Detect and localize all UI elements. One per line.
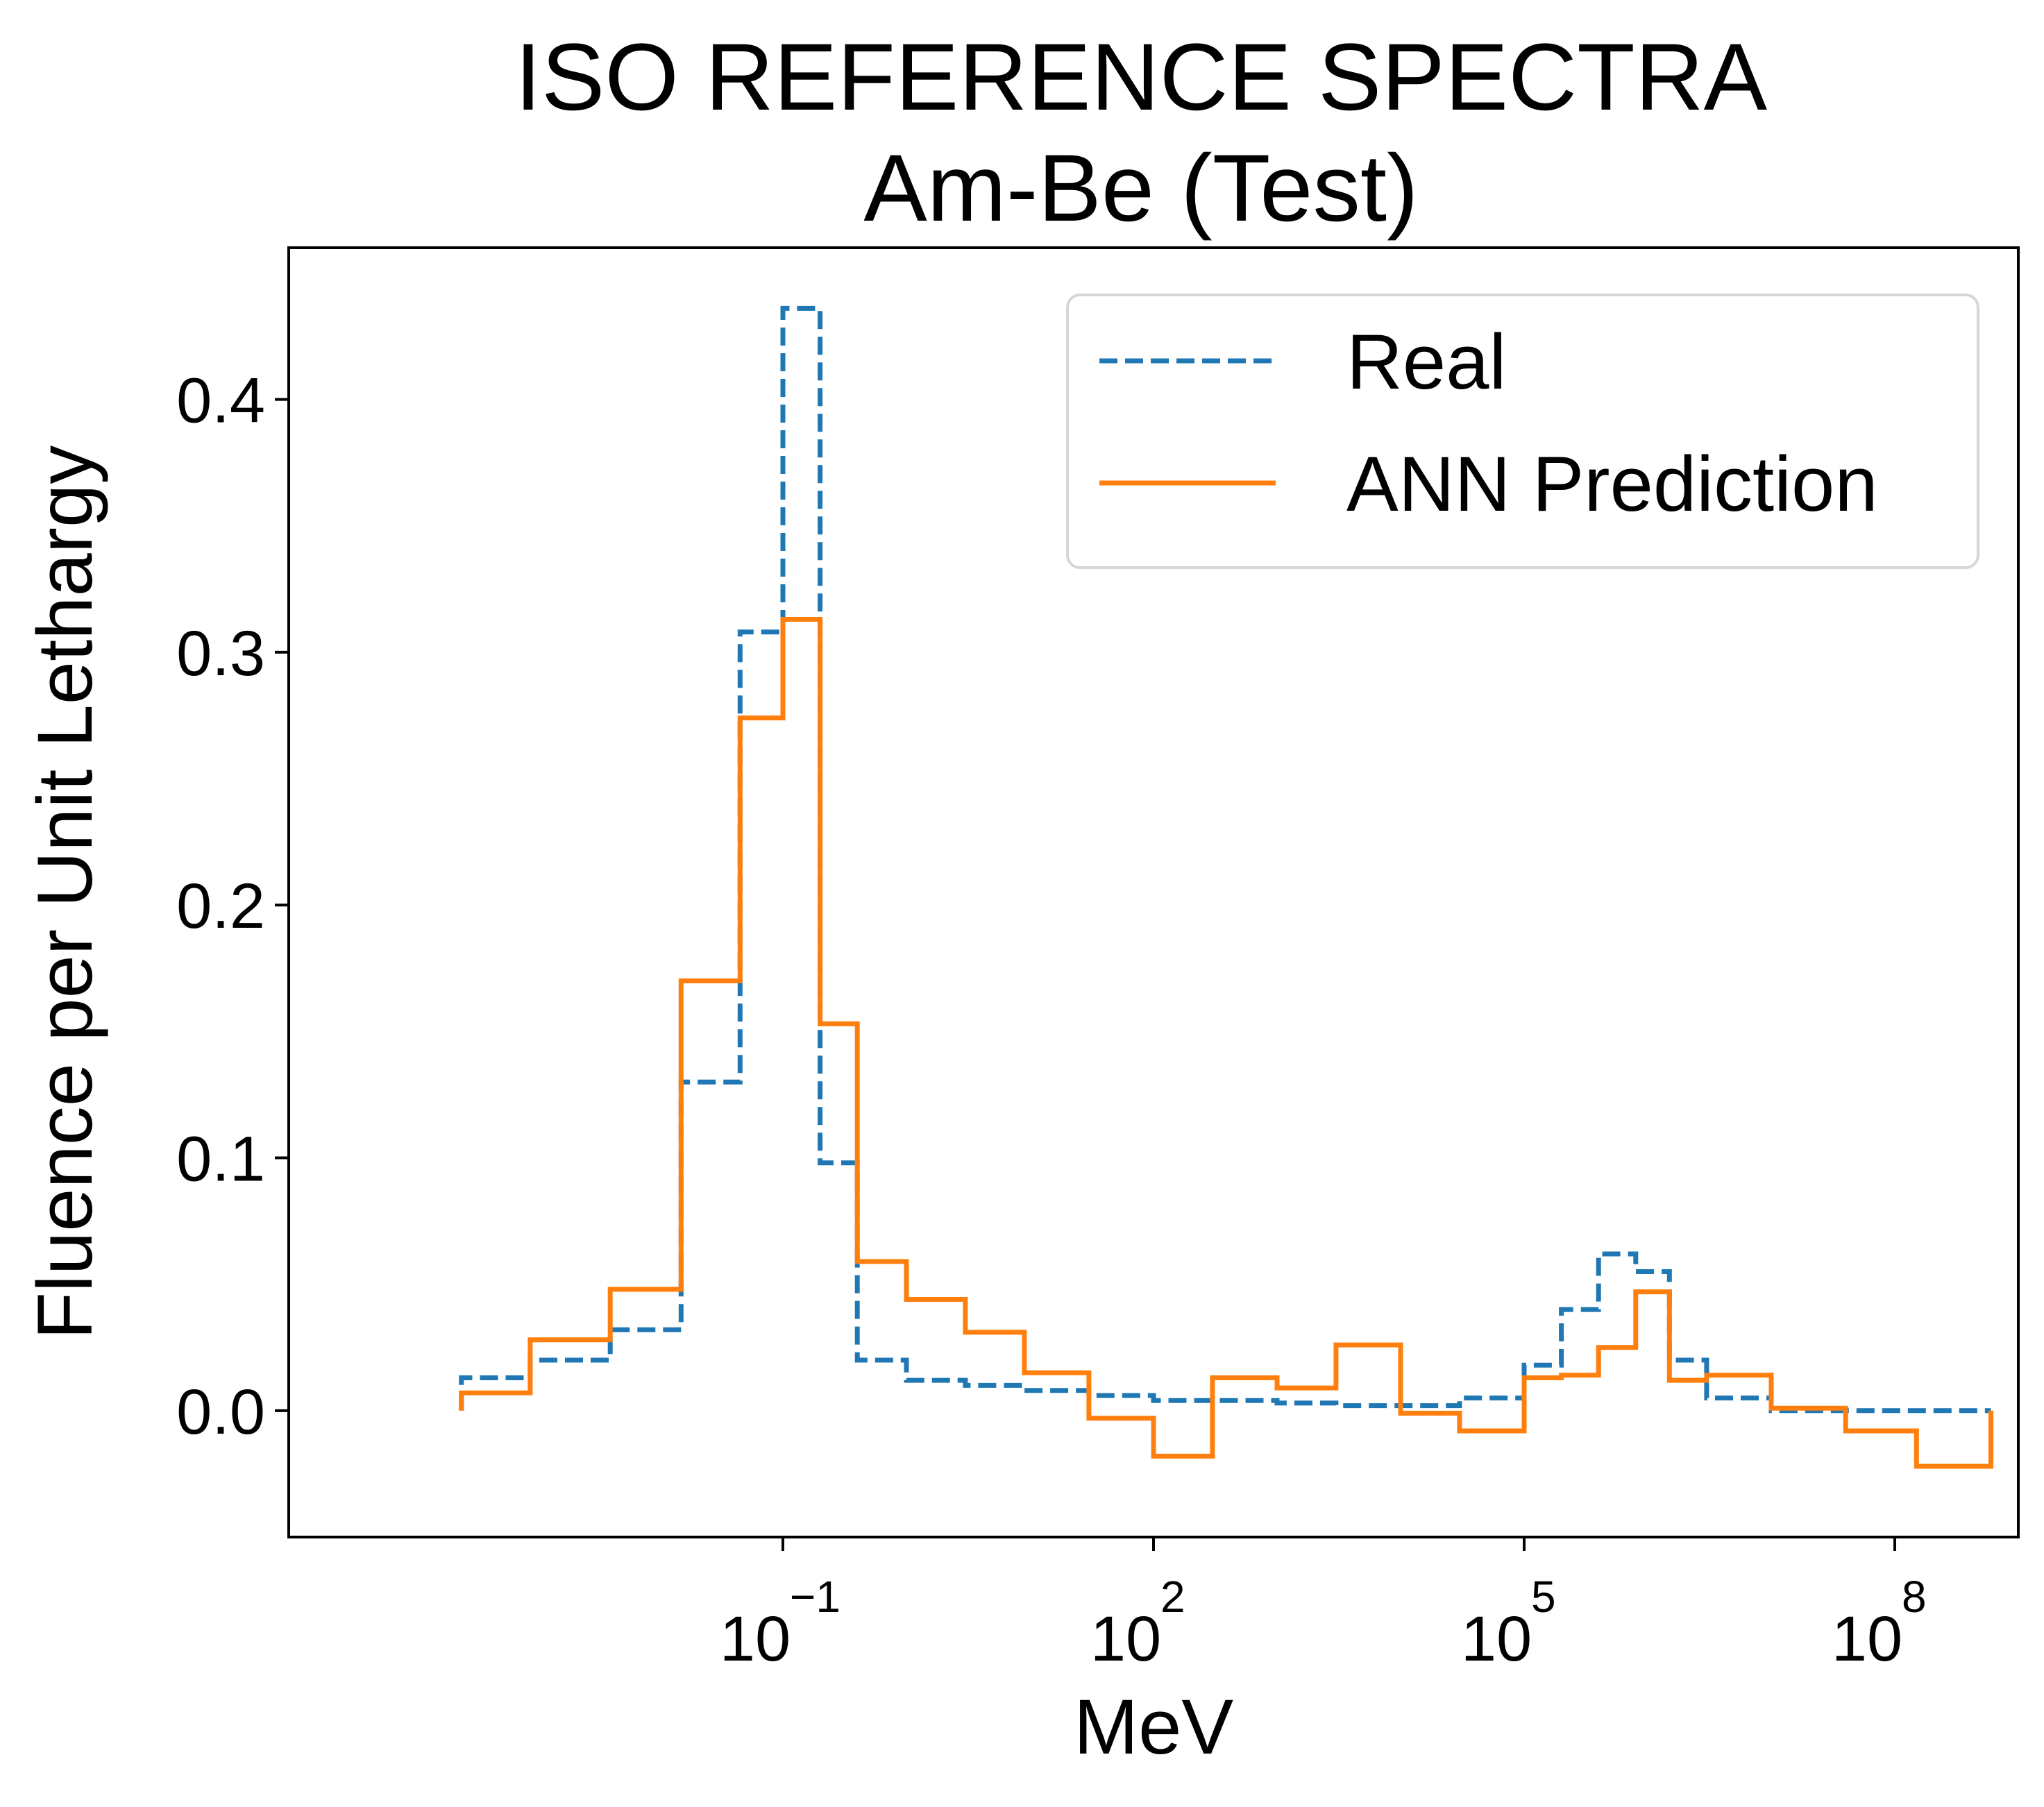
legend-label-real: Real: [1346, 319, 1506, 405]
x-tick-exponent: −1: [790, 1572, 841, 1622]
chart-title: ISO REFERENCE SPECTRA: [515, 24, 1768, 130]
y-tick-label: 0.4: [176, 366, 265, 436]
series-layer: [459, 305, 1993, 1469]
x-tick-exponent: 8: [1902, 1572, 1927, 1622]
y-tick-label: 0.3: [176, 618, 265, 689]
x-axis-label: MeV: [1074, 1683, 1234, 1770]
x-tick-label: 10: [720, 1604, 791, 1674]
chart-subtitle: Am-Be (Test): [863, 135, 1418, 241]
legend: Real ANN Prediction: [1066, 294, 1979, 569]
x-tick-label: 10: [1461, 1604, 1532, 1674]
y-axis-label: Fluence per Unit Lethargy: [22, 446, 108, 1340]
x-tick-label: 10: [1090, 1604, 1161, 1674]
y-axis-ticks: 0.0 0.1 0.2 0.3 0.4: [176, 366, 289, 1448]
y-tick-label: 0.0: [176, 1377, 265, 1448]
x-tick-exponent: 2: [1160, 1572, 1185, 1622]
x-tick-label: 10: [1832, 1604, 1902, 1674]
x-tick-exponent: 5: [1531, 1572, 1556, 1622]
series-ann-prediction-line: [459, 617, 1993, 1469]
y-tick-label: 0.2: [176, 871, 265, 942]
y-tick-label: 0.1: [176, 1124, 265, 1195]
legend-box: [1066, 294, 1979, 569]
legend-label-ann-prediction: ANN Prediction: [1346, 441, 1878, 527]
